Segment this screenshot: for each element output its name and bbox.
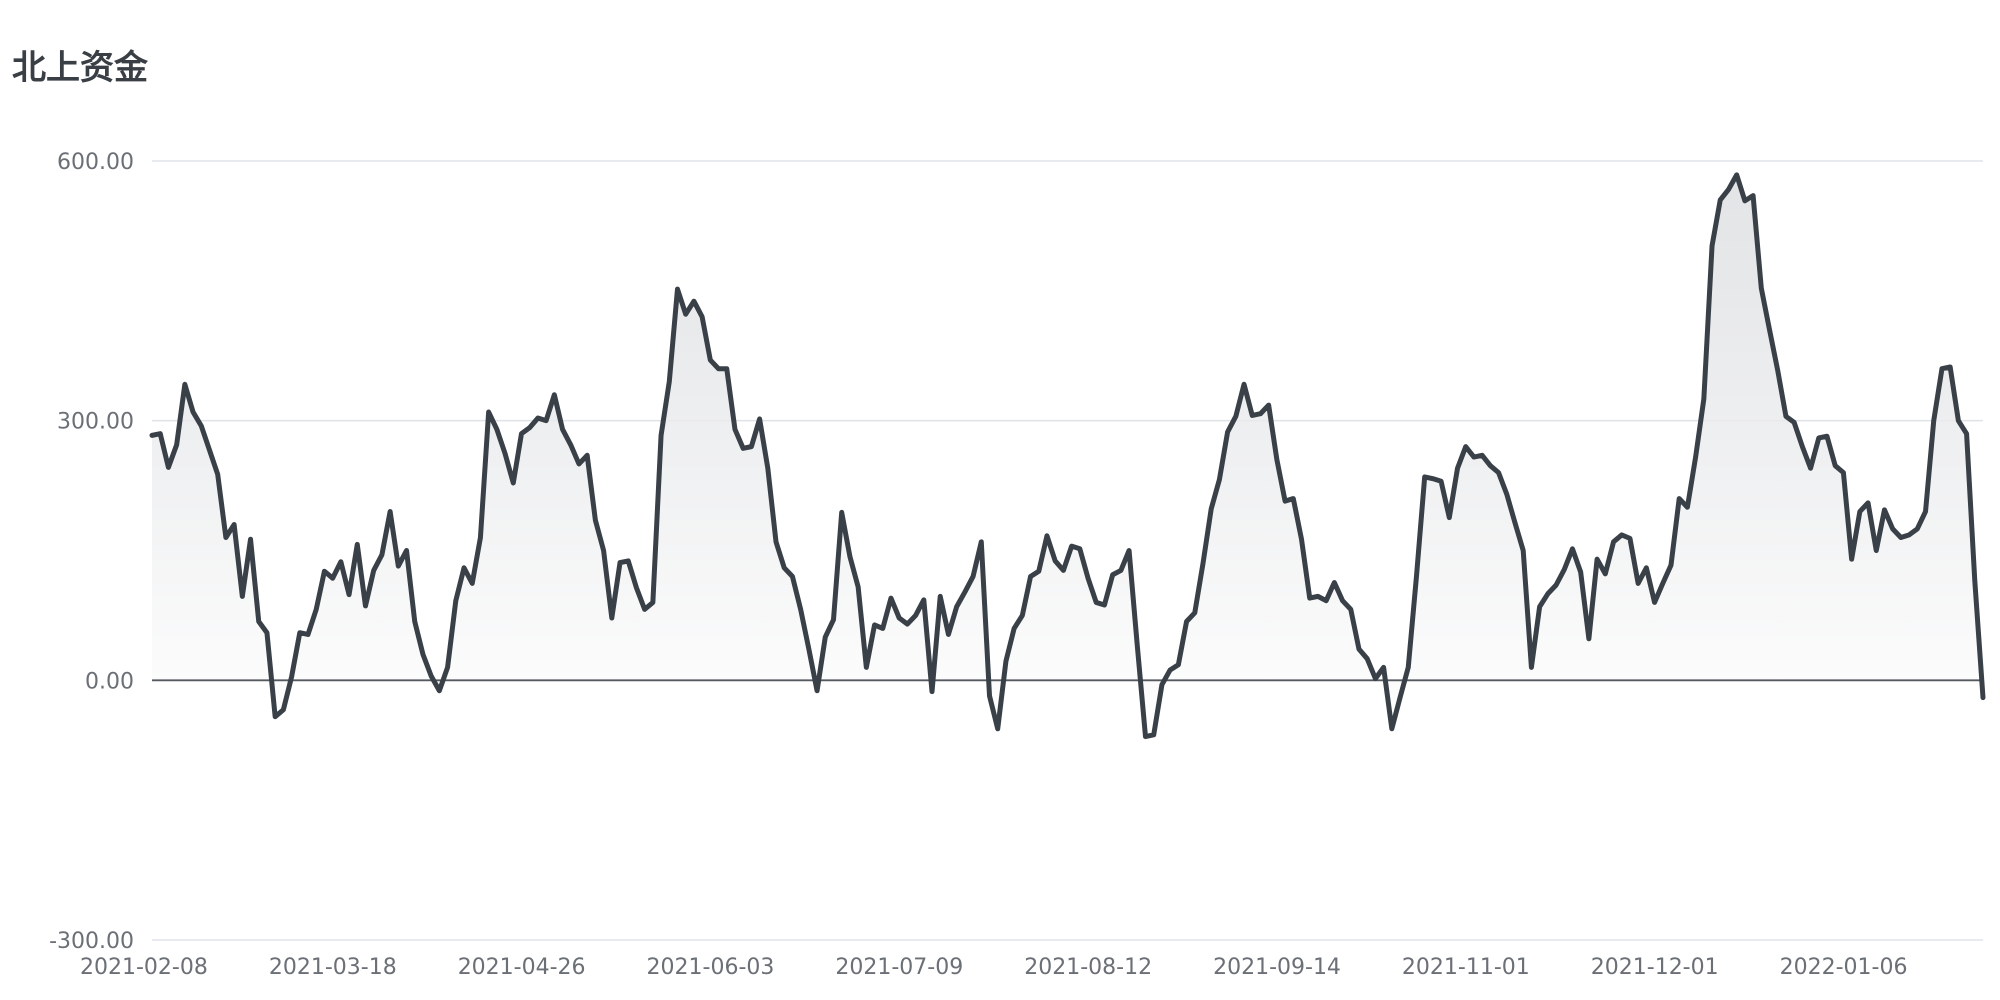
x-tick-label: 2021-08-12 xyxy=(1024,955,1152,980)
series-line-path xyxy=(149,172,1986,740)
x-tick-label: 2021-12-01 xyxy=(1591,955,1719,980)
x-tick-label: 2021-03-18 xyxy=(269,955,397,980)
x-tick-label: 2021-04-26 xyxy=(458,955,586,980)
y-tick-label: 600.00 xyxy=(57,150,134,175)
x-tick-label: 2021-02-08 xyxy=(80,955,208,980)
y-tick-label: 0.00 xyxy=(85,669,134,694)
y-tick-label: -300.00 xyxy=(49,929,134,954)
area-fill xyxy=(152,174,1983,737)
chart-title: 北上资金 xyxy=(12,48,148,88)
x-tick-label: 2021-09-14 xyxy=(1213,955,1341,980)
x-axis-ticks: 2021-02-08 2021-03-18 2021-04-26 2021-06-03… xyxy=(80,955,1907,980)
grid-lines xyxy=(152,160,1983,941)
x-tick-label: 2021-07-09 xyxy=(835,955,963,980)
x-tick-label: 2021-11-01 xyxy=(1402,955,1530,980)
x-tick-label: 2021-06-03 xyxy=(647,955,775,980)
series-line xyxy=(149,172,1986,740)
y-axis-ticks: 600.00 300.00 0.00 -300.00 xyxy=(49,150,134,954)
area-path xyxy=(152,174,1983,737)
y-tick-label: 300.00 xyxy=(57,410,134,435)
x-tick-label: 2022-01-06 xyxy=(1780,955,1908,980)
